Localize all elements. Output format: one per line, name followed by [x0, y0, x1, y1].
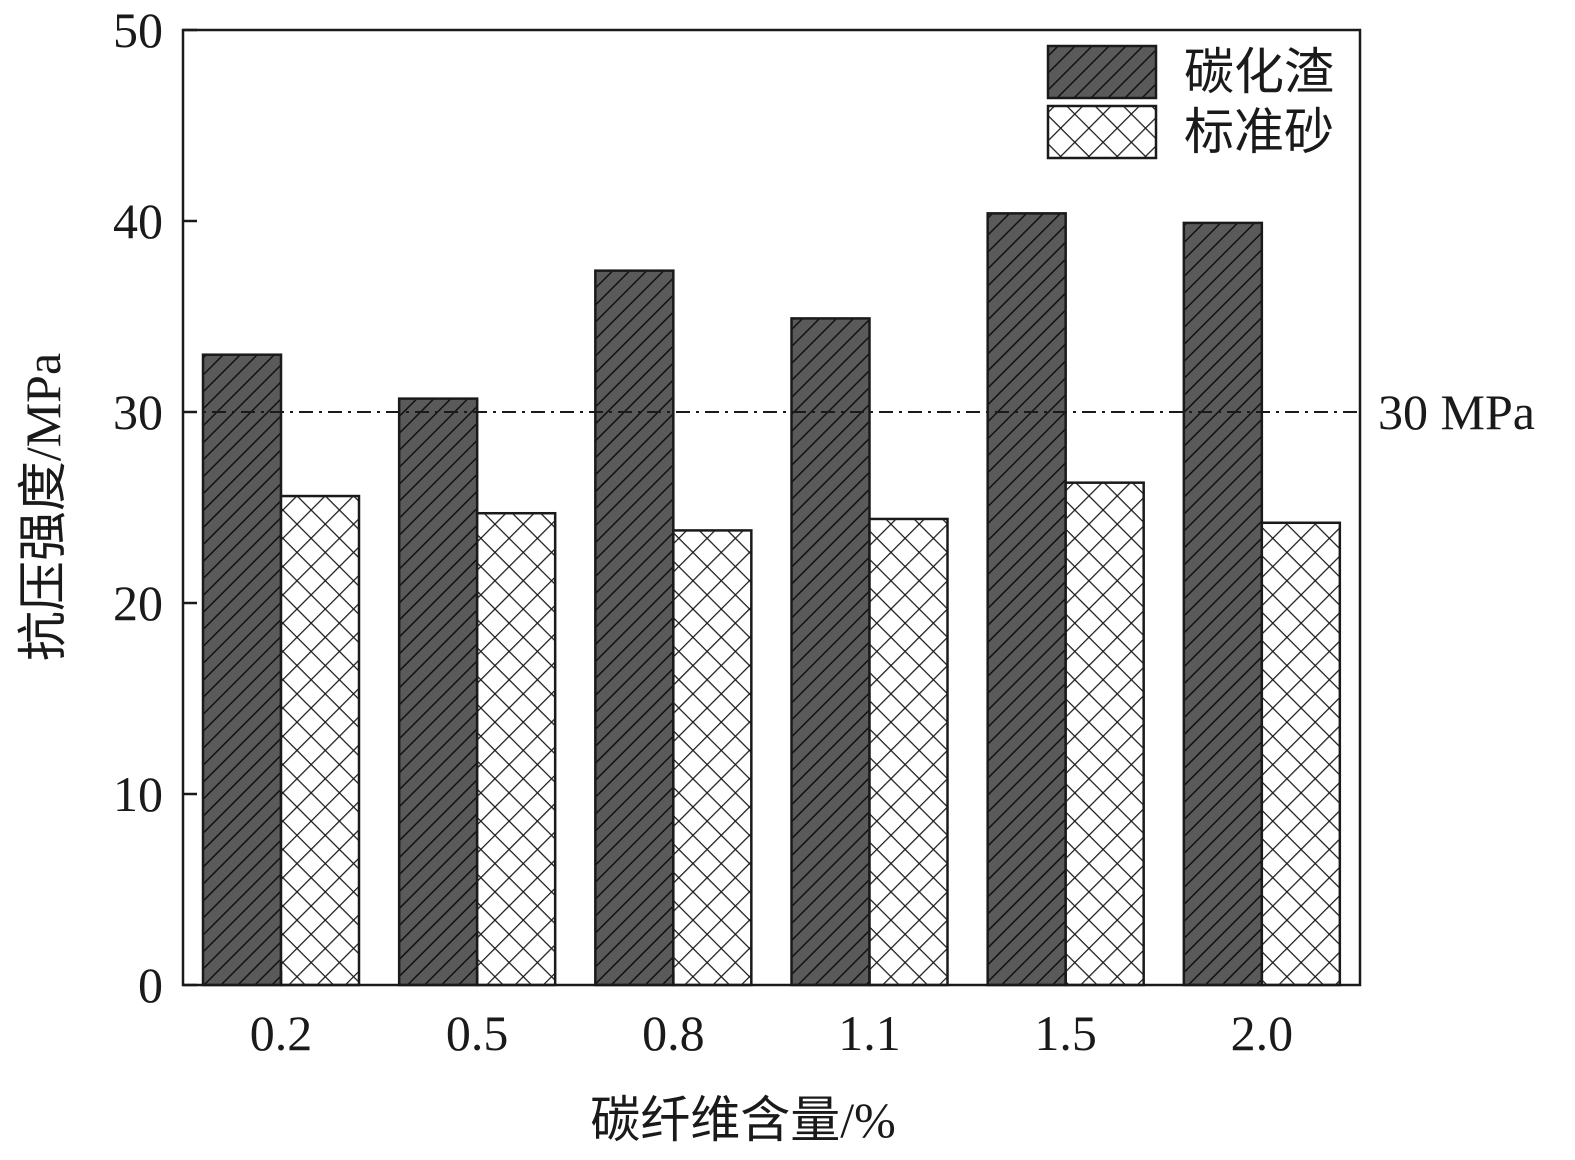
y-tick-label: 40	[113, 193, 163, 249]
axis-ticks: 0 10 20 30 40 50 0.2 0.5 0.8 1.1 1.5 2.0	[113, 2, 1293, 1061]
bar-carbide-slag-3	[790, 317, 871, 987]
x-tick-label: 2.0	[1231, 1005, 1294, 1061]
bar-standard-sand-4	[1064, 481, 1145, 987]
y-tick-label: 20	[113, 575, 163, 631]
bar-carbide-slag-1	[397, 397, 479, 987]
x-tick-label: 1.5	[1034, 1005, 1097, 1061]
bars	[201, 212, 1342, 987]
x-tick-label: 0.8	[642, 1005, 705, 1061]
x-tick-label: 0.5	[446, 1005, 509, 1061]
y-tick-label: 50	[113, 2, 163, 58]
plot-area-frame	[181, 28, 1362, 987]
bar-carbide-slag-5	[1182, 221, 1264, 987]
bar-standard-sand-0	[279, 494, 361, 987]
y-tick-label: 10	[113, 766, 163, 822]
x-tick-label: 1.1	[838, 1005, 901, 1061]
y-tick-label: 30	[113, 384, 163, 440]
bar-standard-sand-3	[868, 517, 949, 987]
bar-carbide-slag-4	[986, 212, 1067, 987]
legend-swatch-carbide-slag	[1046, 44, 1158, 100]
bar-standard-sand-1	[475, 511, 557, 987]
bar-carbide-slag-0	[201, 353, 283, 987]
y-tick-label: 0	[138, 957, 163, 1013]
x-tick-label: 0.2	[250, 1005, 313, 1061]
legend-swatch-standard-sand	[1046, 104, 1158, 160]
x-axis-title: 碳纤维含量/%	[590, 1092, 896, 1148]
bar-standard-sand-5	[1260, 521, 1342, 987]
reference-line-label: 30 MPa	[1378, 384, 1535, 440]
legend-label-carbide-slag: 碳化渣	[1184, 44, 1334, 100]
bar-carbide-slag-2	[594, 269, 675, 987]
reference-line-group: 30 MPa	[183, 384, 1535, 440]
y-axis-title: 抗压强度/MPa	[15, 353, 71, 661]
legend-label-standard-sand: 标准砂	[1184, 104, 1334, 160]
bar-standard-sand-2	[672, 529, 753, 987]
